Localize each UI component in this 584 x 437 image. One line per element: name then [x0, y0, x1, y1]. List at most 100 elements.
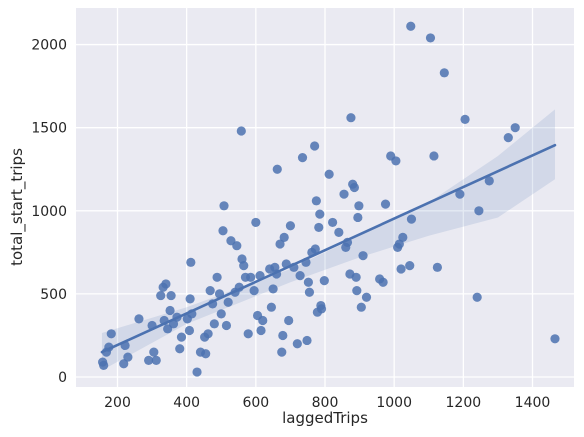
data-point	[232, 241, 242, 251]
data-point	[284, 315, 294, 326]
regression-line	[100, 143, 557, 354]
data-point	[396, 264, 406, 274]
data-point	[425, 33, 436, 43]
data-point	[221, 320, 232, 331]
x-tick-label: 600	[242, 395, 269, 411]
data-point	[258, 315, 268, 326]
data-point	[324, 169, 334, 179]
x-tick-label: 1200	[446, 395, 482, 411]
data-point	[185, 294, 195, 304]
data-point	[134, 314, 144, 324]
data-point	[319, 276, 329, 286]
data-point	[156, 290, 166, 301]
data-point	[353, 212, 363, 223]
data-point	[161, 279, 171, 289]
data-point	[266, 302, 276, 312]
data-point	[219, 201, 229, 211]
y-tick-label: 1000	[31, 204, 67, 220]
data-point	[472, 292, 482, 302]
data-point	[358, 251, 368, 261]
data-point	[149, 347, 159, 357]
data-point	[315, 209, 325, 219]
x-tick-label: 200	[104, 395, 131, 411]
data-point	[292, 339, 302, 349]
data-point	[304, 287, 315, 297]
data-point	[328, 217, 338, 228]
data-point	[106, 329, 116, 339]
data-point	[165, 305, 175, 316]
y-tick-label: 1500	[31, 121, 67, 137]
data-point	[455, 189, 465, 199]
data-point	[432, 262, 442, 272]
data-point	[361, 292, 372, 302]
data-point	[268, 284, 278, 294]
data-point	[439, 68, 449, 78]
x-tick-label: 400	[173, 395, 200, 411]
data-point	[99, 360, 109, 370]
data-point	[277, 347, 287, 357]
data-point	[175, 344, 185, 354]
data-point	[406, 21, 416, 31]
data-point	[356, 302, 366, 312]
data-point	[272, 164, 282, 174]
data-point	[246, 272, 256, 282]
data-point	[184, 325, 195, 336]
data-point	[151, 355, 161, 366]
data-point	[285, 221, 296, 231]
data-point	[510, 123, 520, 133]
data-point	[334, 227, 344, 238]
data-point	[474, 206, 484, 216]
data-point	[484, 176, 494, 186]
data-point	[236, 126, 246, 136]
data-point	[380, 199, 391, 209]
data-point	[256, 325, 266, 336]
data-point	[311, 196, 321, 206]
data-point	[503, 133, 513, 143]
data-point	[205, 285, 215, 296]
data-point	[339, 189, 349, 199]
data-point	[352, 285, 362, 296]
y-tick-label: 0	[58, 370, 67, 386]
x-tick-label: 1000	[376, 395, 412, 411]
data-point	[351, 272, 361, 282]
data-point	[243, 329, 253, 339]
y-tick-label: 500	[40, 287, 67, 303]
data-point	[429, 151, 439, 161]
data-point	[209, 319, 219, 329]
data-point	[123, 352, 133, 362]
data-points	[98, 21, 560, 377]
data-point	[275, 239, 285, 249]
x-axis-label: laggedTrips	[282, 409, 368, 427]
data-point	[550, 334, 560, 344]
data-point	[249, 285, 259, 296]
y-tick-labels: 0 500 1000 1500 2000	[31, 38, 67, 386]
data-point	[349, 182, 359, 193]
data-point	[316, 304, 327, 314]
y-tick-label: 2000	[31, 38, 67, 54]
data-point	[406, 214, 417, 224]
data-point	[405, 261, 415, 271]
data-point	[295, 271, 305, 281]
data-point	[310, 244, 320, 254]
x-tick-label: 800	[312, 395, 339, 411]
data-point	[460, 114, 470, 124]
data-point	[203, 329, 213, 339]
data-point	[223, 297, 233, 307]
data-point	[212, 272, 222, 282]
data-point	[398, 232, 408, 242]
data-point	[378, 277, 388, 287]
data-point	[302, 335, 312, 346]
data-point	[144, 355, 154, 366]
data-point	[119, 359, 129, 369]
data-point	[279, 232, 289, 242]
data-point	[278, 330, 288, 341]
data-point	[297, 153, 308, 163]
data-point	[391, 156, 401, 166]
data-point	[310, 141, 320, 151]
y-axis-label: total_start_trips	[8, 148, 27, 266]
data-point	[251, 217, 261, 228]
data-point	[166, 290, 176, 301]
data-point	[239, 261, 249, 271]
regression-line-group	[100, 143, 557, 354]
